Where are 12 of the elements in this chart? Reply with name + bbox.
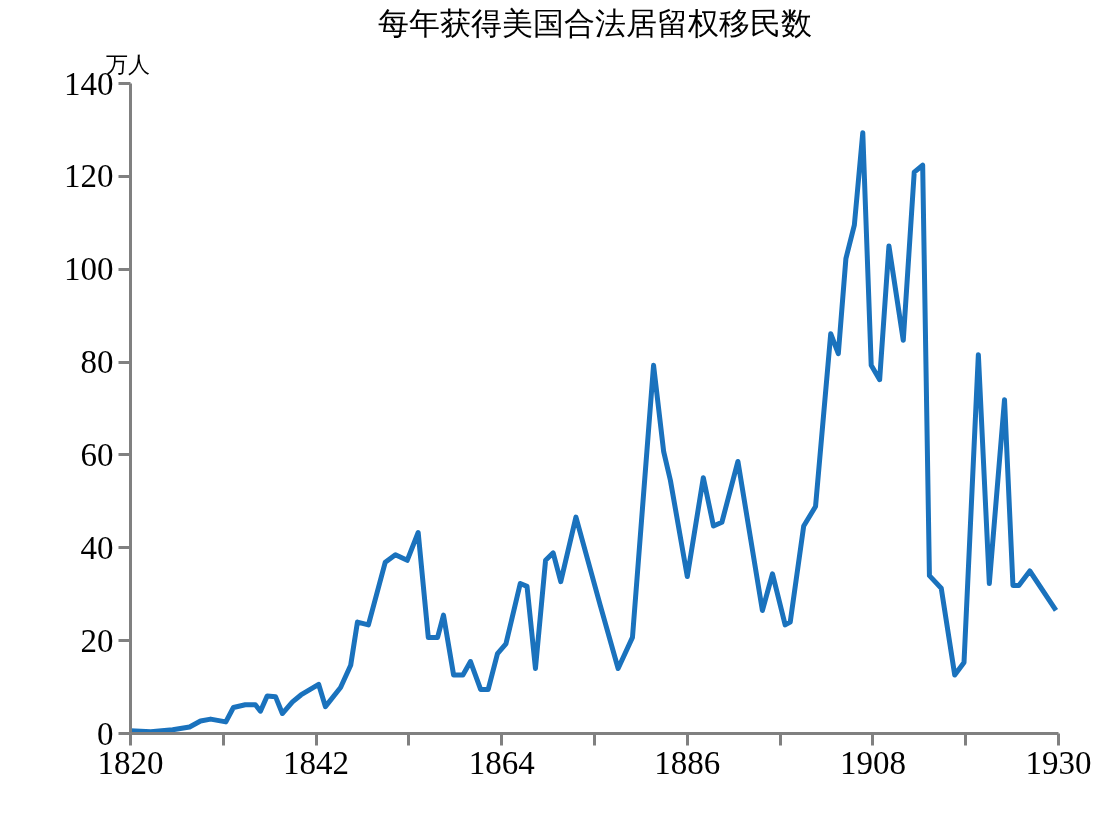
- x-tick-label: 1908: [839, 744, 906, 781]
- y-tick-label: 80: [80, 344, 114, 381]
- chart-title: 每年获得美国合法居留权移民数: [377, 4, 812, 41]
- y-tick-label: 20: [80, 622, 114, 659]
- x-tick-label: 1842: [283, 744, 350, 781]
- y-tick-label: 100: [64, 251, 114, 288]
- y-tick-label: 60: [80, 436, 114, 473]
- x-tick-label: 1886: [654, 744, 721, 781]
- y-tick-label: 40: [80, 529, 114, 566]
- x-tick-label: 1864: [468, 744, 535, 781]
- x-tick-label: 1930: [1025, 744, 1092, 781]
- y-tick-label: 120: [64, 158, 114, 195]
